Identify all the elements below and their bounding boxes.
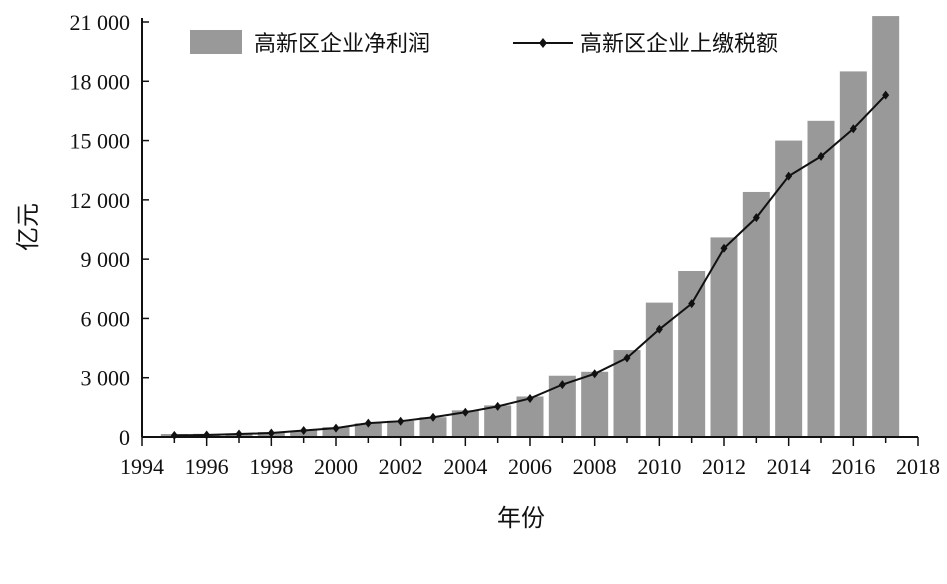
x-tick-label: 2016: [831, 454, 875, 479]
y-tick-label: 6 000: [81, 306, 131, 331]
point-tax-2005: [494, 401, 502, 411]
x-tick-label: 2000: [314, 454, 358, 479]
point-tax-1999: [300, 425, 308, 435]
point-tax-2010: [655, 324, 663, 334]
y-tick-label: 18 000: [70, 69, 131, 94]
bar-profit-2013: [742, 191, 770, 437]
x-tick-label: 2004: [443, 454, 487, 479]
x-tick-label: 2010: [637, 454, 681, 479]
x-tick-label: 2012: [702, 454, 746, 479]
point-tax-2009: [623, 353, 631, 363]
bar-profit-2012: [710, 237, 738, 437]
y-tick-label: 3 000: [81, 366, 131, 391]
legend-line-marker: [539, 38, 547, 48]
point-tax-2015: [817, 151, 825, 161]
x-tick-label: 2002: [379, 454, 423, 479]
point-tax-1998: [267, 428, 275, 438]
axes: 0 3 000 6 000 9 000 12 000 15 000 18 000 21 000…: [70, 10, 941, 479]
y-tick-label: 0: [119, 425, 130, 450]
bar-profit-2008: [581, 371, 609, 437]
x-tick-label: 1996: [185, 454, 229, 479]
y-tick-label: 9 000: [81, 247, 131, 272]
x-tick-label: 2018: [896, 454, 940, 479]
legend-label-tax: 高新区企业上缴税额: [580, 32, 778, 57]
point-tax-2004: [461, 407, 469, 417]
point-tax-2012: [720, 243, 728, 253]
bar-profit-2002: [387, 420, 415, 437]
y-tick-label: 21 000: [70, 10, 131, 35]
x-axis-title: 年份: [497, 504, 545, 532]
point-tax-2007: [558, 380, 566, 390]
bar-profit-2014: [775, 140, 803, 438]
point-tax-2008: [591, 369, 599, 379]
legend-label-profit: 高新区企业净利润: [254, 32, 430, 57]
bar-profit-2011: [678, 271, 706, 437]
x-tick-label: 1998: [249, 454, 293, 479]
point-tax-2006: [526, 393, 534, 403]
bar-series: [160, 16, 900, 438]
bar-profit-2017: [872, 16, 900, 437]
x-tick-label: 2008: [573, 454, 617, 479]
bar-profit-2015: [807, 120, 835, 438]
point-tax-2000: [332, 423, 340, 433]
point-tax-2013: [752, 213, 760, 223]
bar-profit-2006: [516, 396, 544, 437]
point-tax-2001: [364, 418, 372, 428]
y-tick-label: 15 000: [70, 129, 131, 154]
bar-profit-2009: [613, 350, 641, 437]
y-axis-title: 亿元: [14, 203, 42, 251]
point-tax-2011: [688, 299, 696, 309]
y-tick-label: 12 000: [70, 188, 131, 213]
x-tick-label: 2006: [508, 454, 552, 479]
point-tax-2016: [849, 124, 857, 134]
legend: 高新区企业净利润 高新区企业上缴税额: [190, 30, 778, 57]
x-tick-label: 1994: [120, 454, 164, 479]
x-tick-label: 2014: [767, 454, 811, 479]
point-tax-2014: [785, 171, 793, 181]
point-tax-2003: [429, 412, 437, 422]
point-tax-2002: [397, 416, 405, 426]
line-series: [170, 90, 890, 440]
bar-profit-2003: [419, 417, 447, 437]
point-tax-2017: [882, 90, 890, 100]
legend-bar-swatch: [190, 30, 242, 54]
bar-profit-2001: [354, 423, 382, 437]
